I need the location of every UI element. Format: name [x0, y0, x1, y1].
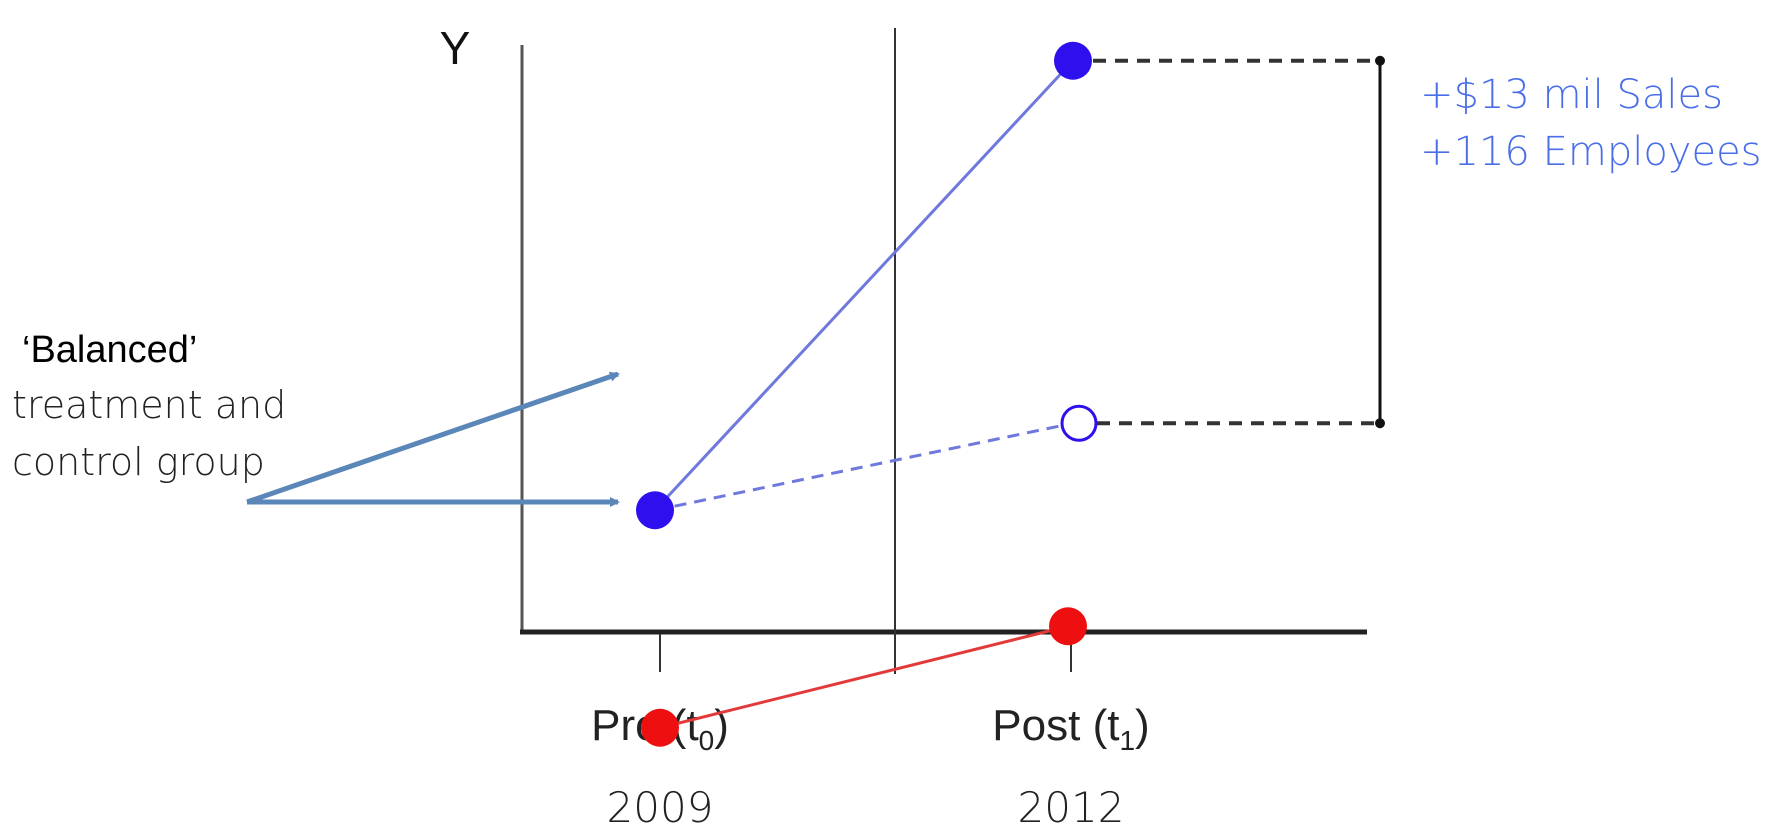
effect-annotation-employees: +116 Employees: [1420, 129, 1762, 175]
control-point-pre: [641, 708, 679, 747]
effect-bracket-bottom-dot: [1375, 418, 1385, 429]
counterfactual-line: [654, 421, 1074, 512]
year-label-post: 2012: [1018, 783, 1125, 832]
year-label-pre: 2009: [607, 783, 714, 832]
y-axis-label: Y: [440, 22, 471, 74]
treatment-point-post: [1054, 41, 1092, 80]
x-tick-label-post: Post (t1): [992, 701, 1149, 756]
callout-arrow-treatment: [246, 371, 620, 505]
callout-line-2: control group: [12, 440, 265, 484]
effect-bracket-top-dot: [1375, 55, 1385, 66]
treatment-line: [653, 59, 1075, 512]
treatment-point-pre: [636, 491, 674, 530]
control-point-post: [1049, 607, 1087, 646]
counterfactual-point-post: [1060, 404, 1098, 442]
callout-line-1: treatment and: [12, 383, 286, 427]
callout-title: ‘Balanced’: [22, 329, 197, 371]
effect-annotation-sales: +$13 mil Sales: [1420, 72, 1723, 118]
control-line: [659, 624, 1069, 730]
